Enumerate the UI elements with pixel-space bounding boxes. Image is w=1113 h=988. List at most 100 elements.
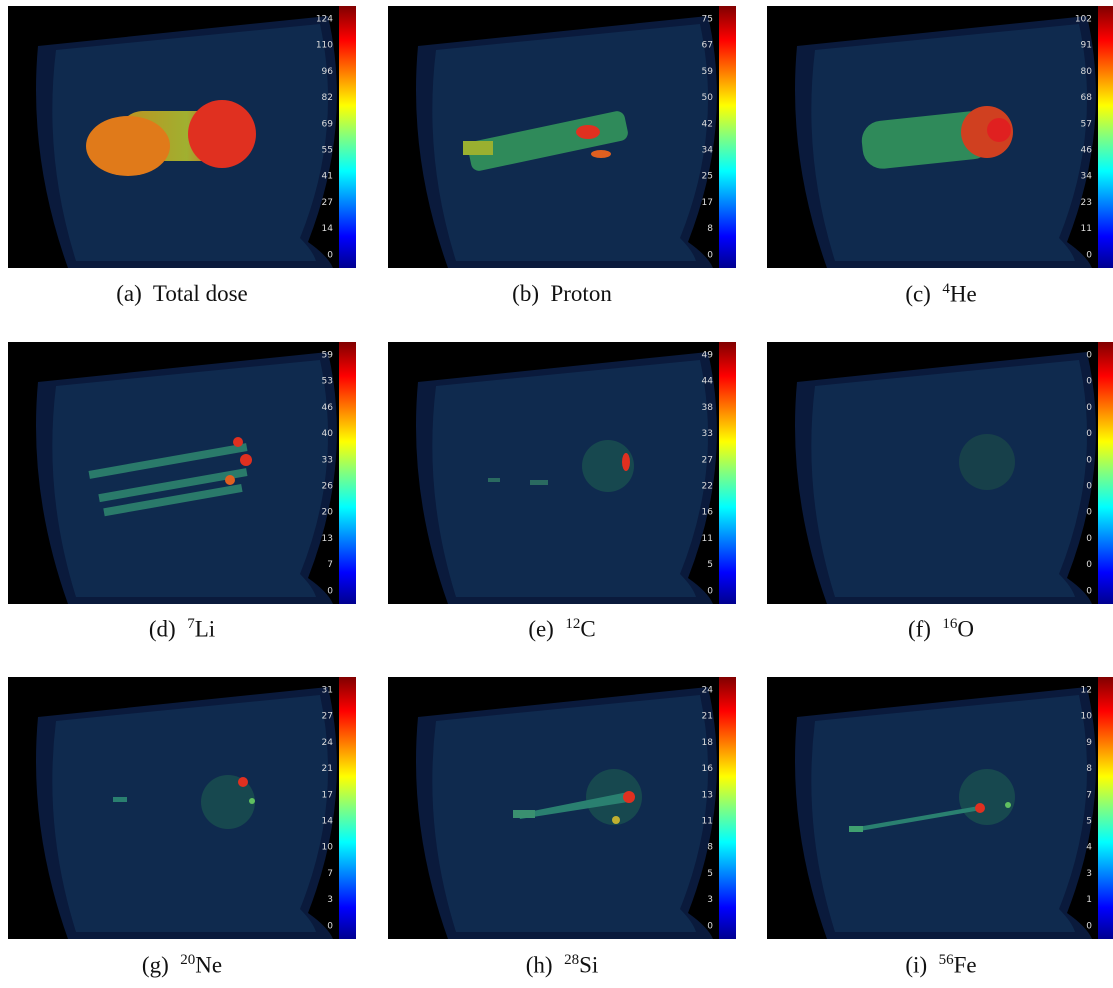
colorbar-tick-label: 10 <box>322 843 334 853</box>
colorbar-tick-label: 96 <box>322 67 334 77</box>
colorbar-tick-label: 27 <box>702 455 713 465</box>
colorbar-tick-label: 11 <box>702 534 713 544</box>
colorbar-tick-label: 12 <box>1081 686 1092 696</box>
colorbar-tick-label: 17 <box>702 198 713 208</box>
caption-label: (a) <box>116 281 142 306</box>
colorbar-tick-label: 0 <box>327 921 333 931</box>
colorbar-tick-label: 0 <box>1086 508 1092 518</box>
colorbar-tick-label: 9 <box>1086 738 1092 748</box>
colorbar-tick-label: 14 <box>322 817 334 827</box>
colorbar-tick-label: 7 <box>1086 790 1092 800</box>
colorbar <box>1098 342 1113 604</box>
dose-region <box>530 480 548 485</box>
colorbar-tick-label: 91 <box>1081 41 1092 51</box>
mass-number: 56 <box>939 952 954 968</box>
colorbar-tick-label: 11 <box>702 817 713 827</box>
colorbar-tick-label: 13 <box>322 534 333 544</box>
colorbar-tick-label: 50 <box>702 93 714 103</box>
mass-number: 7 <box>187 616 195 632</box>
colorbar-tick-label: 44 <box>702 377 714 387</box>
colorbar-tick-label: 42 <box>702 119 713 129</box>
dose-region <box>959 434 1015 490</box>
colorbar-tick-label: 0 <box>327 250 333 260</box>
colorbar-tick-label: 110 <box>316 41 333 51</box>
caption: (d) 7Li <box>8 616 356 643</box>
colorbar-tick-label: 5 <box>707 869 713 879</box>
colorbar <box>719 342 736 604</box>
colorbar-tick-label: 4 <box>1086 843 1092 853</box>
caption: (h) 28Si <box>388 952 736 979</box>
colorbar-tick-label: 16 <box>702 764 714 774</box>
mass-number: 28 <box>564 952 579 968</box>
mass-number: 16 <box>942 616 957 632</box>
colorbar <box>719 677 736 939</box>
colorbar-tick-label: 57 <box>1081 119 1092 129</box>
dose-region <box>113 797 127 802</box>
caption: (a) Total dose <box>8 281 356 307</box>
caption-label: (h) <box>526 953 553 978</box>
colorbar-tick-label: 24 <box>702 686 714 696</box>
element: Ne <box>195 953 222 978</box>
colorbar-tick-label: 11 <box>1081 224 1092 234</box>
colorbar-tick-label: 40 <box>322 429 334 439</box>
panel: 31272421171410730 <box>8 677 356 939</box>
colorbar-tick-label: 21 <box>322 764 333 774</box>
caption-label: (e) <box>528 617 554 642</box>
colorbar-tick-label: 10 <box>1081 712 1093 722</box>
caption: (e) 12C <box>388 616 736 643</box>
element: O <box>957 617 974 642</box>
caption: (b) Proton <box>388 281 736 307</box>
colorbar-tick-label: 8 <box>707 843 713 853</box>
dose-region <box>576 125 600 139</box>
colorbar-tick-label: 75 <box>702 15 713 25</box>
dose-region <box>86 116 170 176</box>
colorbar <box>339 6 356 268</box>
colorbar-tick-label: 53 <box>322 377 333 387</box>
colorbar-tick-label: 38 <box>702 403 714 413</box>
colorbar-tick-label: 0 <box>1086 429 1092 439</box>
caption: (f) 16O <box>767 616 1113 643</box>
colorbar-tick-label: 17 <box>322 790 333 800</box>
colorbar-tick-label: 0 <box>707 586 713 596</box>
colorbar-tick-label: 31 <box>322 686 333 696</box>
colorbar <box>339 342 356 604</box>
colorbar-tick-label: 0 <box>707 921 713 931</box>
element: Si <box>579 953 598 978</box>
colorbar-tick-label: 34 <box>1081 172 1093 182</box>
dose-region <box>233 437 243 447</box>
colorbar-tick-label: 8 <box>1086 764 1092 774</box>
colorbar-tick-label: 80 <box>1081 67 1093 77</box>
colorbar-tick-label: 24 <box>322 738 334 748</box>
colorbar-tick-label: 5 <box>1086 817 1092 827</box>
caption-text: Total dose <box>153 281 248 306</box>
dose-region <box>240 454 252 466</box>
body <box>811 360 1087 597</box>
colorbar-tick-label: 0 <box>1086 455 1092 465</box>
dose-region <box>987 118 1011 142</box>
colorbar-tick-label: 3 <box>1086 869 1092 879</box>
caption: (g) 20Ne <box>8 952 356 979</box>
dose-region <box>249 798 255 804</box>
colorbar-tick-label: 21 <box>702 712 713 722</box>
colorbar-tick-label: 1 <box>1086 895 1092 905</box>
caption-label: (f) <box>908 617 931 642</box>
colorbar-tick-label: 16 <box>702 508 714 518</box>
colorbar-tick-label: 0 <box>1086 377 1092 387</box>
element: Li <box>195 617 215 642</box>
body <box>52 695 328 932</box>
caption-label: (g) <box>142 953 169 978</box>
colorbar-tick-label: 25 <box>702 172 713 182</box>
caption-label: (b) <box>512 281 539 306</box>
colorbar-tick-label: 41 <box>322 172 333 182</box>
colorbar-tick-label: 14 <box>322 224 334 234</box>
panel: 0000000000 <box>767 342 1113 604</box>
